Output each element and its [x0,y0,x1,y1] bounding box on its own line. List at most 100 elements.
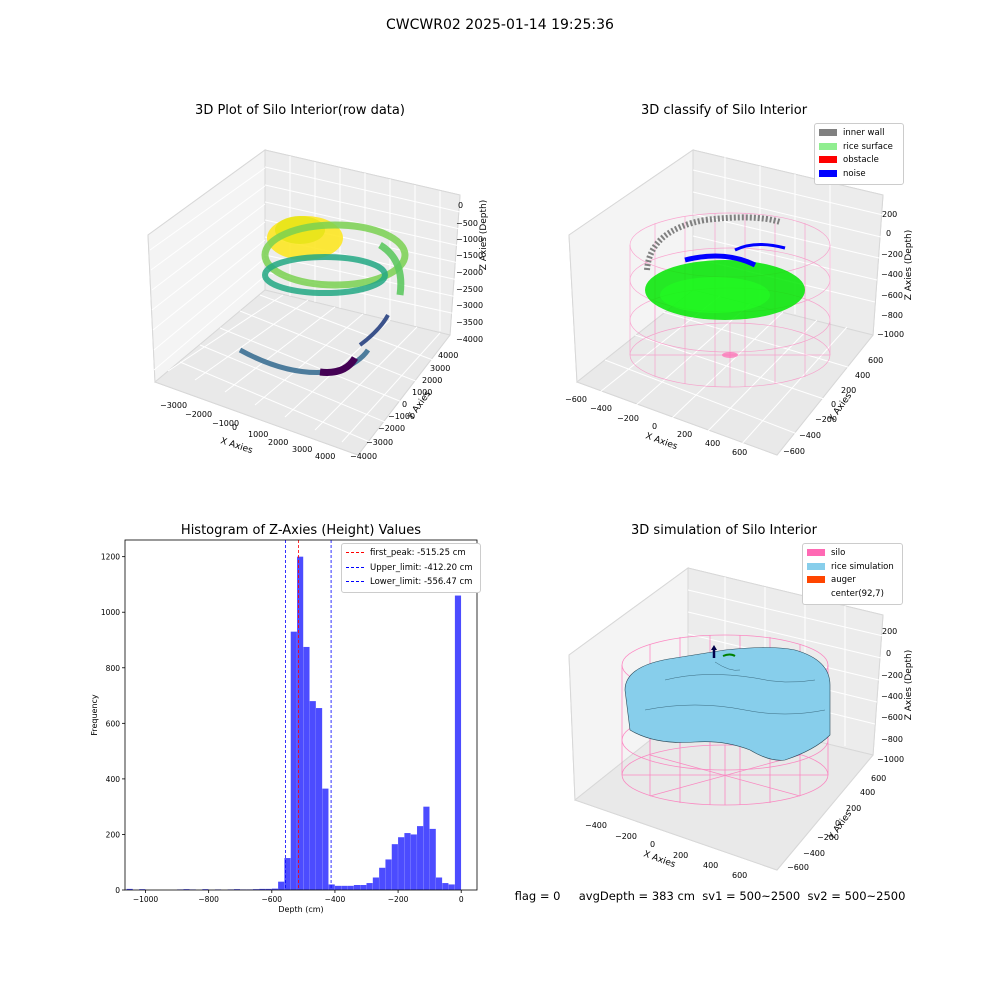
panel2-title: 3D classify of Silo Interior [640,103,808,118]
panel1-ztick: −1500 [456,251,483,260]
legend-line-swatch [346,552,364,553]
panel1-ytick: −3000 [366,438,393,447]
panel2-xtick: 0 [652,422,657,431]
panel4-legend: silo rice simulation auger center(92,7) [802,543,903,605]
panel2-ztick: −200 [881,250,903,259]
panel4-ztick: 200 [882,627,897,636]
histogram-bar [284,858,291,890]
panel1-xtick: 4000 [315,452,335,461]
histogram-bar [372,877,379,890]
panel2-xtick: −200 [617,414,639,423]
histogram-bar [322,788,329,890]
panel2-legend: inner wall rice surface obstacle noise [814,123,904,185]
panel4-ytick: 0 [835,819,840,828]
histogram-x-tick-label: −1000 [133,895,159,904]
histogram-bar [303,646,310,890]
panel4-xtick: 0 [650,840,655,849]
panel1-title: 3D Plot of Silo Interior(row data) [195,103,405,118]
legend-entry: Lower_limit: -556.47 cm [346,575,476,590]
histogram-x-tick-label: −400 [325,895,346,904]
panel2-xtick: −400 [590,404,612,413]
histogram-y-tick-label: 1000 [101,608,120,617]
panel2-xtick: 400 [705,439,720,448]
histogram-bar [429,828,436,890]
legend-swatch [819,142,837,150]
panel1-ytick: −4000 [350,452,377,461]
histogram-bar [404,833,411,890]
histogram-bars [126,556,462,890]
histogram-x-tick-label: −800 [198,895,219,904]
status-line: flag = 0 avgDepth = 383 cm sv1 = 500~250… [514,889,906,903]
legend-line-swatch [346,581,364,582]
histogram-x-ticks: −1000 −800 −600 −400 −200 0 [133,890,464,904]
panel4-xtick: −200 [615,832,637,841]
panel1-plot: −3000 −2000 −1000 0 1000 2000 3000 4000 … [147,149,489,461]
histogram-x-tick-label: −200 [388,895,409,904]
panel1-ytick: 4000 [438,351,458,360]
histogram-bar [398,837,405,890]
histogram-bar [334,885,342,890]
legend-entry: obstacle [819,154,899,168]
panel4-xtick: −400 [585,821,607,830]
legend-swatch [807,549,825,556]
panel4-ytick: −200 [817,833,839,842]
panel4-plot: −400 −200 0 200 400 600 X Axies 600 400 … [568,567,914,880]
histogram-y-ticks: 0 200 400 600 800 1000 1200 [101,553,125,895]
histogram-y-tick-label: 1200 [101,553,120,562]
histogram-bar [423,806,430,890]
panel4-xtick: 600 [732,871,747,880]
histogram-bar [410,834,417,890]
panel4-ytick: 200 [846,804,861,813]
panel4-ytick: 600 [871,774,886,783]
histogram-x-tick-label: 0 [459,895,464,904]
legend-swatch [819,169,837,177]
legend-swatch [819,156,837,163]
panel4-zlabel: Z Axies (Depth) [904,650,914,721]
histogram-legend: first_peak: -515.25 cm Upper_limit: -412… [341,543,481,593]
panel1-ytick: −2000 [378,424,405,433]
panel2-ytick: −400 [799,431,821,440]
histogram-bar [385,859,392,890]
panel2-ytick: −600 [783,447,805,456]
histogram-bar [252,889,260,890]
panel1-ztick: −4000 [456,335,483,344]
histogram-bar [233,889,241,890]
panel1-ytick: 1000 [412,388,432,397]
panel2-ztick: −600 [881,291,903,300]
figure-title: CWCWR02 2025-01-14 19:25:36 [386,17,614,33]
histogram-bar [391,844,398,890]
histogram-bar [278,881,285,890]
histogram-bar [347,885,354,890]
legend-entry: auger [807,574,898,588]
histogram-y-tick-label: 600 [106,719,121,728]
panel1-xtick: 2000 [268,438,288,447]
panel1-xtick: −2000 [185,410,212,419]
panel1-zlabel: Z Axies (Depth) [479,200,489,271]
panel1-xtick: 0 [232,423,237,432]
legend-swatch [819,129,837,136]
panel2-xtick: 600 [732,448,747,457]
panel2-ytick: 600 [868,356,883,365]
panel4-xlabel: X Axies [642,849,677,870]
panel4-ztick: −800 [881,735,903,744]
histogram-bar [360,885,367,890]
panel2-ztick: 200 [882,210,897,219]
histogram-bar [259,888,266,890]
panel4-ytick: 400 [860,788,875,797]
panel4-xtick: 200 [673,851,688,860]
histogram-y-tick-label: 200 [106,830,121,839]
histogram-bar [271,888,278,890]
panel2-xtick: −600 [565,395,587,404]
panel2-ytick: 200 [841,386,856,395]
panel1-xtick: −1000 [212,419,239,428]
histogram-x-tick-label: −600 [261,895,282,904]
histogram-chart: −1000 −800 −600 −400 −200 0 0 200 400 600 800 1000… [90,539,478,914]
panel4-ztick: 0 [886,649,891,658]
panel1-ztick: −2000 [456,268,483,277]
legend-swatch [807,562,825,570]
panel4-title: 3D simulation of Silo Interior [631,523,817,538]
histogram-bar [442,883,449,890]
panel4-ylabel: Y Axies [827,809,855,842]
legend-entry: noise [819,168,899,182]
histogram-bar [183,889,190,890]
